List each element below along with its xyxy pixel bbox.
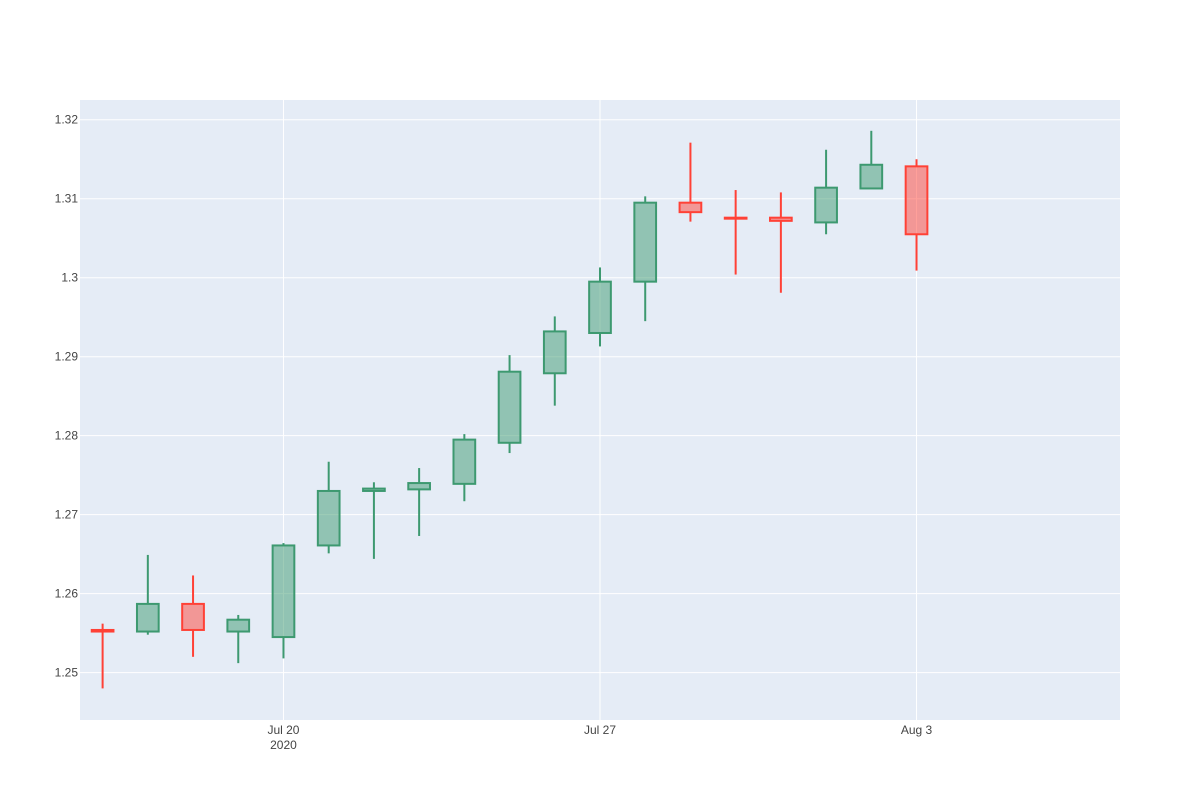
x-tick-label: Aug 3 [901, 723, 933, 737]
candle [723, 190, 748, 275]
x-tick-label: Jul 27 [584, 723, 616, 737]
candle [588, 267, 612, 347]
candle [226, 614, 251, 664]
candle [362, 482, 386, 559]
candle-body [633, 201, 658, 283]
candle [814, 149, 838, 235]
x-tick-sublabel: 2020 [270, 738, 297, 752]
candle-body [452, 438, 477, 485]
y-tick-label: 1.26 [55, 587, 79, 601]
candle [904, 159, 929, 271]
candle-body [316, 489, 341, 547]
candle-body [588, 280, 612, 334]
y-tick-label: 1.27 [55, 508, 79, 522]
y-axis-ticks: 1.25 1.26 1.27 1.28 1.29 1.3 1.31 1.32 [55, 113, 79, 680]
candle [497, 355, 522, 454]
candle [452, 434, 477, 502]
candle-body [814, 186, 838, 224]
candle [407, 468, 431, 536]
grid-lines [80, 100, 1120, 720]
candle-body [497, 370, 522, 444]
candle-body [542, 330, 567, 375]
candle-body [678, 201, 703, 214]
candle [633, 196, 658, 322]
candle [181, 575, 205, 657]
candle-body [226, 618, 251, 633]
candle-body [362, 487, 386, 492]
candle-body [181, 602, 205, 631]
candle-body [407, 482, 431, 491]
candle-body [271, 544, 296, 639]
candle [769, 192, 793, 293]
y-tick-label: 1.29 [55, 350, 79, 364]
y-tick-label: 1.32 [55, 113, 79, 127]
y-tick-label: 1.31 [55, 192, 79, 206]
y-tick-label: 1.28 [55, 429, 79, 443]
y-tick-label: 1.3 [61, 271, 78, 285]
x-tick-label: Jul 20 [267, 723, 299, 737]
candle [271, 543, 296, 659]
candle-body [135, 602, 160, 633]
candle-body [859, 163, 884, 190]
candle-body [90, 628, 115, 633]
candle [90, 623, 115, 689]
candle-body [769, 216, 793, 222]
candle [678, 142, 703, 222]
candle [859, 130, 884, 190]
y-tick-label: 1.25 [55, 666, 79, 680]
candle [542, 316, 567, 406]
candle-body [904, 165, 929, 236]
candle-body [723, 216, 748, 220]
candle [316, 461, 341, 554]
candle [135, 554, 160, 635]
candles [90, 130, 929, 689]
